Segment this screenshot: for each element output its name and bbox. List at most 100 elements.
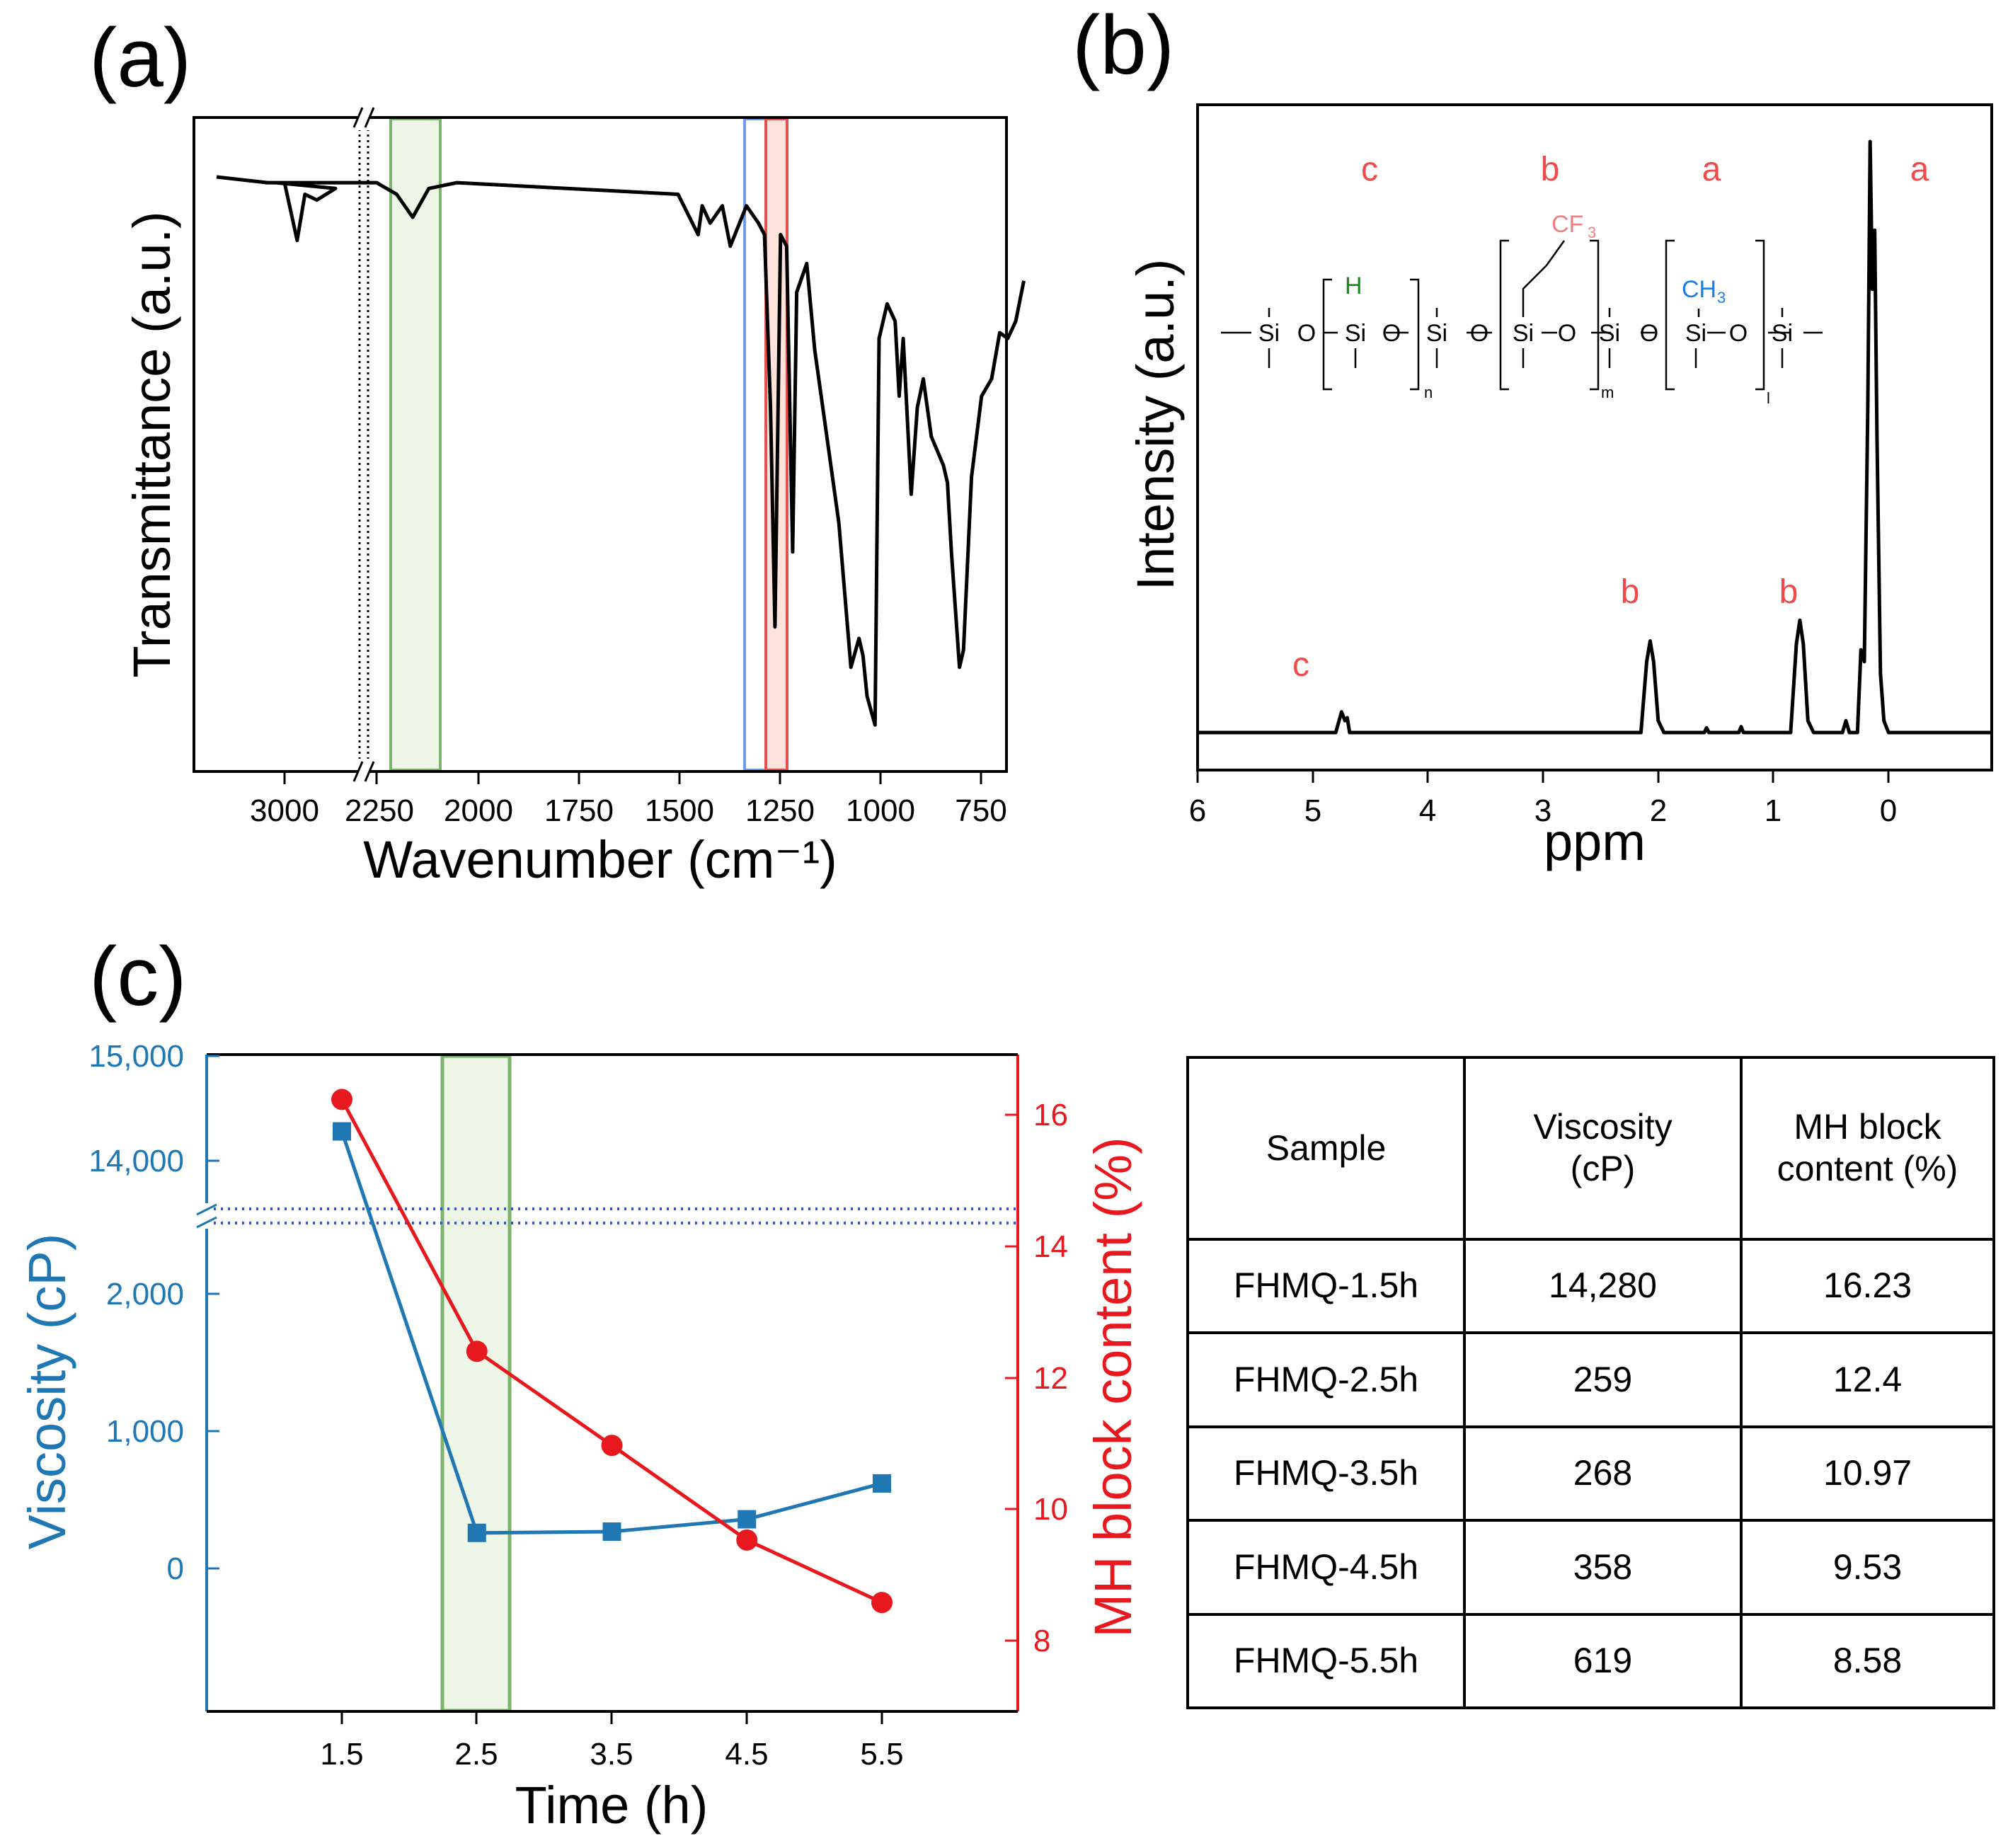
y-tick-right-4: 8 xyxy=(1005,1624,1050,1658)
left-axis-break-gap xyxy=(200,1203,214,1229)
peak-label-c: c xyxy=(1292,646,1309,684)
x-tick-a-6: 1000 xyxy=(846,771,915,828)
table-cell-viscosity: 14,280 xyxy=(1463,1237,1743,1335)
table-header-viscosity: Viscosity (cP) xyxy=(1463,1056,1743,1241)
x-tick-label-a-3: 1750 xyxy=(544,793,614,828)
table-cell-mh: 12.4 xyxy=(1740,1331,1995,1428)
y-tick-right-3: 10 xyxy=(1005,1492,1068,1527)
left-axis-break-mark xyxy=(196,1203,217,1229)
table-cell-sample: FHMQ-5.5h xyxy=(1186,1612,1466,1709)
y-tick-label-left-1: 14,000 xyxy=(88,1144,184,1178)
table-cell-mh: 9.53 xyxy=(1740,1519,1995,1616)
x-tick-a-5: 1250 xyxy=(745,771,815,828)
x-tick-b-1: 5 xyxy=(1304,770,1321,828)
peak-label-a-top: a xyxy=(1702,151,1721,188)
x-tick-label-a-5: 1250 xyxy=(745,793,815,828)
table-header-row: Sample Viscosity (cP) MH block content (%) xyxy=(1186,1056,1995,1241)
chem-ch3-label: CH 3 xyxy=(1682,276,1726,306)
peak-label-b-top: b xyxy=(1541,151,1560,188)
x-tick-b-2: 4 xyxy=(1419,770,1436,828)
x-tick-b-0: 6 xyxy=(1189,770,1206,828)
svg-text:3: 3 xyxy=(1588,224,1596,241)
axis-break-gap-bottom xyxy=(358,759,369,783)
x-tick-label-a-2: 2000 xyxy=(444,793,513,828)
y-tick-label-left-2: 2,000 xyxy=(106,1277,184,1312)
x-ticks-b: 6 5 4 3 2 1 0 xyxy=(1189,770,1897,828)
table-row: FHMQ-2.5h 259 12.4 xyxy=(1186,1331,1995,1428)
table-cell-sample: FHMQ-2.5h xyxy=(1186,1331,1466,1428)
y-ticks-left-c: 15,000 14,000 2,000 1,000 0 xyxy=(88,1039,219,1586)
x-tick-c-4: 5.5 xyxy=(860,1711,904,1772)
chem-si-3: Si xyxy=(1426,320,1447,347)
series-c xyxy=(331,1089,893,1614)
chem-si-5: Si xyxy=(1599,320,1620,347)
ftir-chart: 3000 2250 2000 1750 1500 1250 1000 750 W… xyxy=(122,106,1026,889)
peak-label-b-08ppm: b xyxy=(1779,573,1798,611)
chem-si-6: Si xyxy=(1685,320,1706,347)
x-tick-c-1: 2.5 xyxy=(454,1711,498,1772)
y-ticks-right-c: 16 14 12 10 8 xyxy=(1005,1098,1068,1658)
x-tick-b-4: 2 xyxy=(1650,770,1667,828)
chem-si-2: Si xyxy=(1345,320,1366,347)
nmr-chart: 6 5 4 3 2 1 0 ppm Intensity (a.u.) c b a… xyxy=(1126,103,1993,871)
mh-content-point-2 xyxy=(601,1435,623,1457)
table-row: FHMQ-1.5h 14,280 16.23 xyxy=(1186,1237,1995,1335)
viscosity-point-0 xyxy=(333,1122,351,1141)
y-axis-title-b: Intensity (a.u.) xyxy=(1126,259,1185,591)
plot-frame-b xyxy=(1196,103,1993,771)
highlight-region-sih xyxy=(389,117,442,771)
plot-frame-a xyxy=(193,116,1008,773)
x-tick-label-a-4: 1500 xyxy=(645,793,714,828)
x-tick-label-c-1: 2.5 xyxy=(454,1737,498,1772)
y-tick-label-right-1: 14 xyxy=(1033,1229,1068,1264)
x-tick-a-2: 2000 xyxy=(444,771,513,828)
x-tick-label-a-7: 750 xyxy=(955,793,1006,828)
y-axis-title-right-c: MH block content (%) xyxy=(1084,1137,1142,1637)
chem-subscript-l: l xyxy=(1767,389,1770,407)
x-tick-label-c-4: 5.5 xyxy=(860,1737,903,1772)
panel-label-b: (b) xyxy=(1072,0,1174,92)
peak-label-a-right: a xyxy=(1910,151,1929,188)
table-cell-sample: FHMQ-3.5h xyxy=(1186,1425,1466,1522)
chem-cf3-label: CF 3 xyxy=(1551,211,1596,241)
svg-text:CF: CF xyxy=(1551,211,1583,238)
ftir-spectrum-line xyxy=(216,175,1026,727)
table-cell-viscosity: 259 xyxy=(1463,1331,1743,1428)
table-header-sample: Sample xyxy=(1186,1056,1466,1241)
viscosity-point-2 xyxy=(602,1522,621,1542)
axis-break-mark-bottom xyxy=(352,761,375,782)
x-tick-label-b-4: 2 xyxy=(1650,793,1667,828)
y-tick-label-left-0: 15,000 xyxy=(88,1039,184,1074)
y-axis-title-left-c: Viscosity (cP) xyxy=(18,1234,76,1550)
chem-o-3: O xyxy=(1470,320,1488,347)
x-tick-label-c-0: 1.5 xyxy=(320,1737,363,1772)
mh-content-point-4 xyxy=(871,1592,893,1614)
x-tick-label-b-6: 0 xyxy=(1880,793,1897,828)
x-axis-title-a: Wavenumber (cm⁻¹) xyxy=(363,830,837,889)
svg-text:3: 3 xyxy=(1717,289,1726,306)
x-tick-label-c-3: 4.5 xyxy=(725,1737,768,1772)
chem-o-1: O xyxy=(1297,320,1316,347)
x-tick-a-3: 1750 xyxy=(544,771,614,828)
x-tick-label-b-2: 4 xyxy=(1419,793,1436,828)
mh-content-point-0 xyxy=(331,1089,352,1110)
y-tick-label-left-3: 1,000 xyxy=(106,1414,184,1449)
y-axis-title-a: Transmittance (a.u.) xyxy=(122,211,181,677)
x-tick-b-3: 3 xyxy=(1534,770,1551,828)
y-tick-label-left-4: 0 xyxy=(167,1551,184,1586)
svg-text:CH: CH xyxy=(1682,276,1716,303)
highlight-region-2.5h xyxy=(440,1054,512,1713)
y-tick-left-4: 0 xyxy=(167,1551,219,1586)
mh-content-point-3 xyxy=(736,1529,758,1551)
peak-label-b-2ppm: b xyxy=(1621,573,1640,611)
table-row: FHMQ-5.5h 619 8.58 xyxy=(1186,1612,1995,1709)
y-tick-label-right-0: 16 xyxy=(1033,1098,1068,1132)
x-tick-a-0: 3000 xyxy=(250,771,319,828)
y-tick-right-1: 14 xyxy=(1005,1229,1068,1264)
viscosity-data-table: Sample Viscosity (cP) MH block content (%)… xyxy=(1186,1056,1995,1709)
x-tick-c-0: 1.5 xyxy=(320,1711,364,1772)
y-tick-left-2: 2,000 xyxy=(106,1277,219,1312)
x-tick-c-2: 3.5 xyxy=(590,1711,633,1772)
x-tick-a-4: 1500 xyxy=(645,771,714,828)
